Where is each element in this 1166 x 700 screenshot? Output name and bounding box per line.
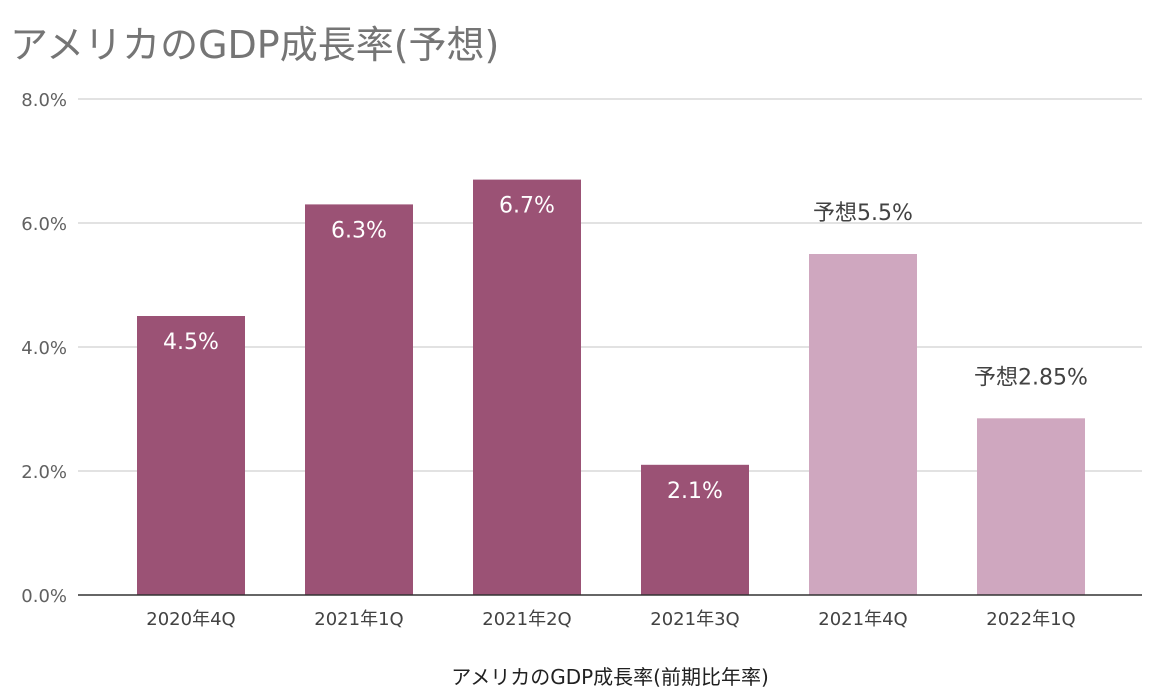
bar: [305, 204, 413, 595]
x-tick-label: 2021年1Q: [314, 609, 403, 630]
data-labels: 4.5% 6.3% 6.7% 2.1% 予想5.5% 予想2.85%: [163, 194, 1088, 504]
y-tick-label: 6.0%: [21, 214, 67, 235]
data-label: 6.7%: [499, 194, 555, 219]
bar: [641, 464, 749, 595]
x-tick-label: 2021年4Q: [818, 609, 907, 630]
data-label: 予想5.5%: [813, 201, 913, 226]
y-tick-label: 4.0%: [21, 338, 67, 359]
data-label: 6.3%: [331, 218, 387, 243]
chart-title: アメリカのGDP成長率(予想): [10, 23, 500, 67]
data-label: 4.5%: [163, 330, 219, 355]
gridlines: [78, 98, 1142, 472]
x-axis-title: アメリカのGDP成長率(前期比年率): [451, 665, 769, 689]
y-tick-label: 2.0%: [21, 462, 67, 483]
data-label: 予想2.85%: [974, 365, 1088, 390]
y-tick-label: 0.0%: [21, 586, 67, 607]
y-tick-label: 8.0%: [21, 90, 67, 111]
x-tick-label: 2022年1Q: [986, 609, 1075, 630]
x-axis-ticks: 2020年4Q 2021年1Q 2021年2Q 2021年3Q 2021年4Q 2022年…: [146, 609, 1075, 630]
y-axis-ticks: 0.0% 2.0% 4.0% 6.0% 8.0%: [21, 90, 67, 607]
bar: [137, 316, 245, 595]
bar: [809, 254, 917, 595]
bar: [473, 179, 581, 595]
data-label: 2.1%: [667, 479, 723, 504]
x-tick-label: 2021年2Q: [482, 609, 571, 630]
bars: [137, 179, 1085, 595]
x-tick-label: 2021年3Q: [650, 609, 739, 630]
bar: [977, 418, 1085, 595]
x-tick-label: 2020年4Q: [146, 609, 235, 630]
